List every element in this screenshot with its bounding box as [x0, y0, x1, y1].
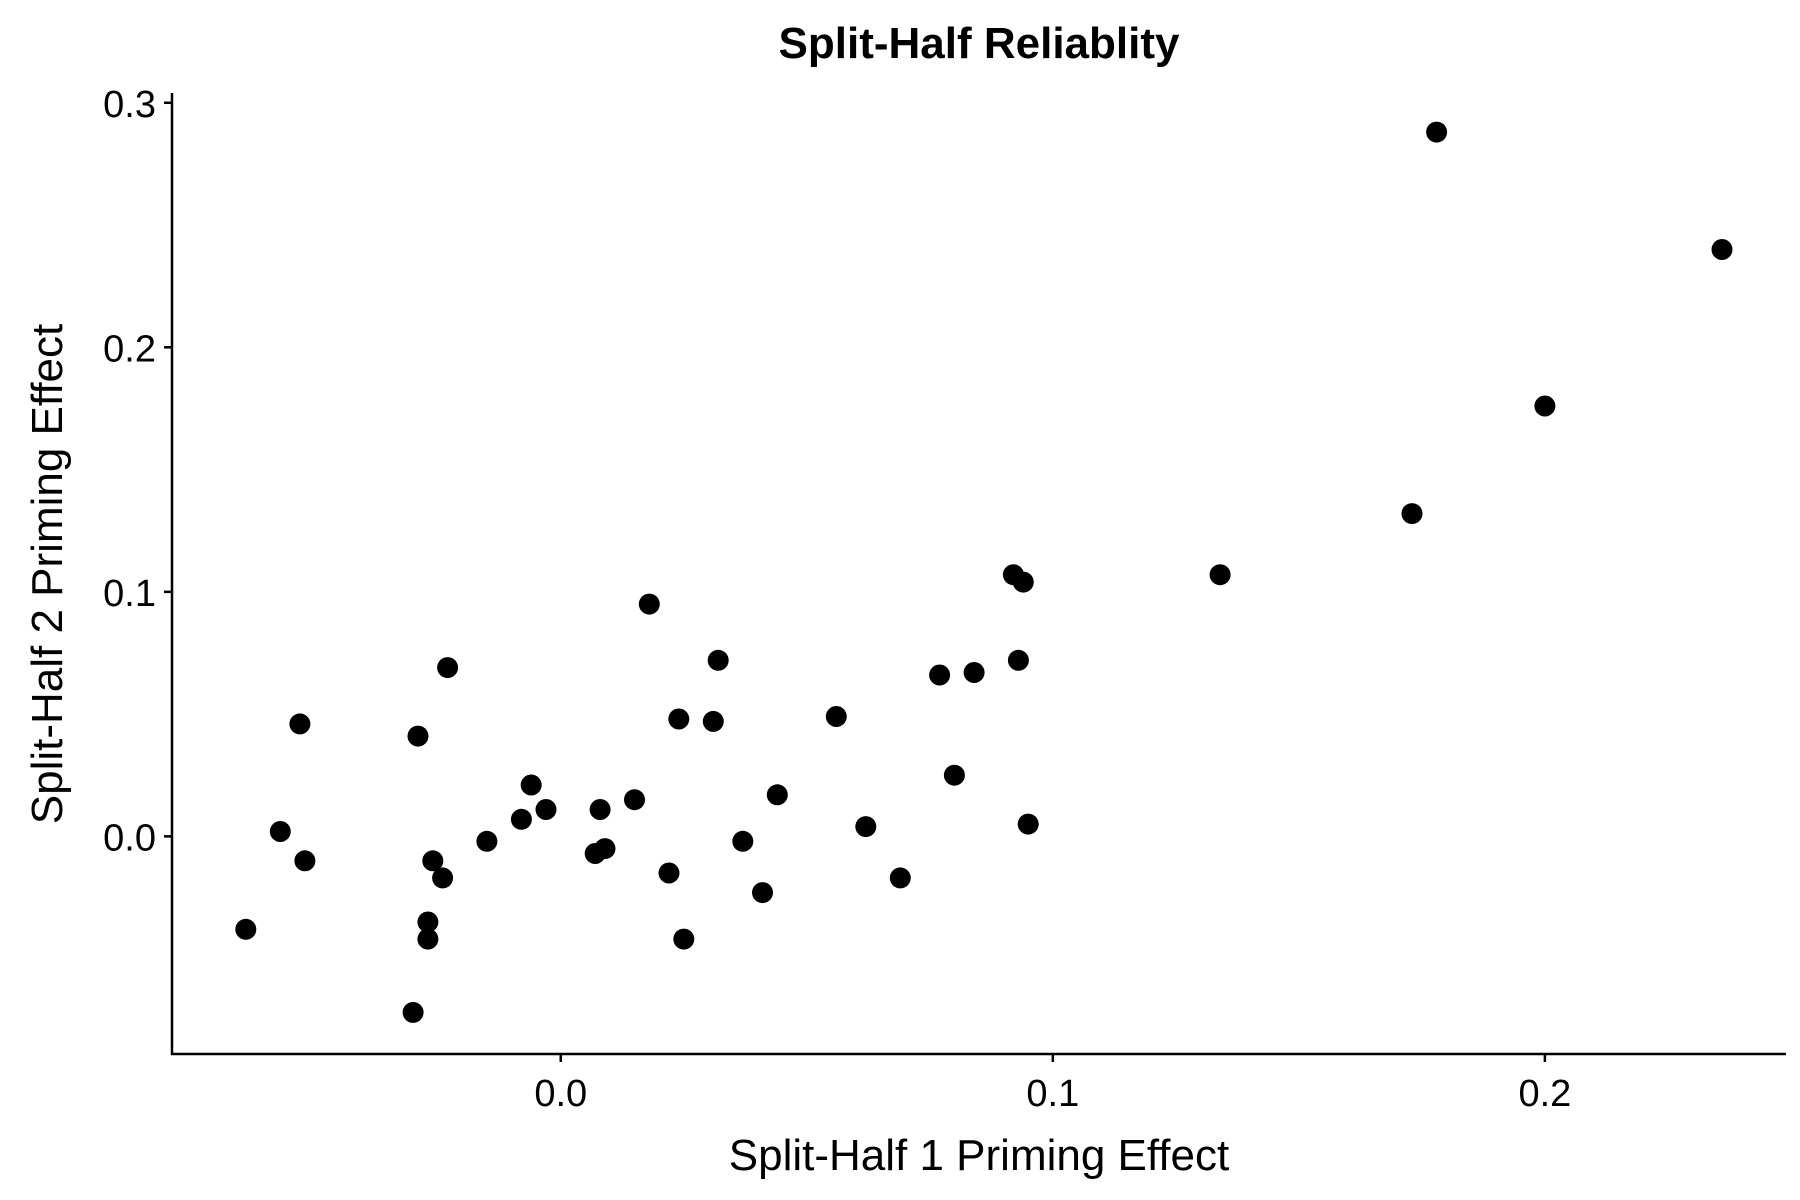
data-point [825, 706, 847, 727]
data-point [476, 830, 498, 852]
data-point [294, 850, 316, 872]
x-axis-ticks: 0.0 0.1 0.2 [534, 1054, 1571, 1115]
y-tick-label: 0.3 [103, 84, 156, 126]
data-point [1711, 239, 1733, 260]
data-point [235, 918, 257, 940]
data-point [589, 799, 611, 820]
y-axis-ticks: 0.0 0.1 0.2 0.3 [103, 84, 172, 859]
y-tick-label: 0.0 [103, 817, 156, 859]
points-layer [235, 121, 1733, 1023]
data-point [1012, 571, 1034, 593]
y-tick-label: 0.1 [103, 573, 156, 615]
data-point [402, 1001, 424, 1023]
data-point [943, 764, 965, 786]
data-point [269, 821, 291, 842]
data-point [673, 928, 695, 950]
data-point [437, 657, 459, 679]
data-point [963, 662, 985, 683]
data-point [889, 867, 911, 889]
data-point [432, 867, 454, 889]
data-point [732, 830, 754, 852]
data-point [289, 713, 311, 735]
y-axis-label: Split-Half 2 Priming Effect [23, 324, 72, 824]
data-point [422, 850, 444, 872]
x-tick-label: 0.2 [1518, 1073, 1571, 1115]
data-point [638, 593, 660, 615]
data-point [658, 862, 680, 884]
y-tick-label: 0.2 [103, 328, 156, 370]
data-point [417, 928, 439, 950]
data-point [407, 725, 429, 747]
data-point [1426, 121, 1448, 143]
x-tick-label: 0.0 [534, 1073, 587, 1115]
data-point [766, 784, 788, 806]
x-tick-label: 0.1 [1026, 1073, 1079, 1115]
data-point [1007, 649, 1029, 671]
data-point [752, 882, 773, 904]
data-point [594, 838, 616, 860]
chart-title: Split-Half Reliablity [779, 19, 1180, 68]
data-point [1534, 395, 1556, 417]
data-point [510, 808, 532, 830]
data-point [417, 911, 439, 933]
data-point [1017, 813, 1039, 835]
data-point [1401, 503, 1423, 525]
data-point [702, 710, 724, 732]
x-axis-label: Split-Half 1 Priming Effect [729, 1131, 1229, 1180]
data-point [707, 649, 729, 671]
data-point [1209, 564, 1231, 586]
data-point [929, 664, 951, 686]
data-point [855, 816, 877, 838]
data-point [520, 774, 542, 796]
data-point [535, 799, 557, 820]
data-point [668, 708, 690, 730]
data-point [624, 789, 645, 811]
